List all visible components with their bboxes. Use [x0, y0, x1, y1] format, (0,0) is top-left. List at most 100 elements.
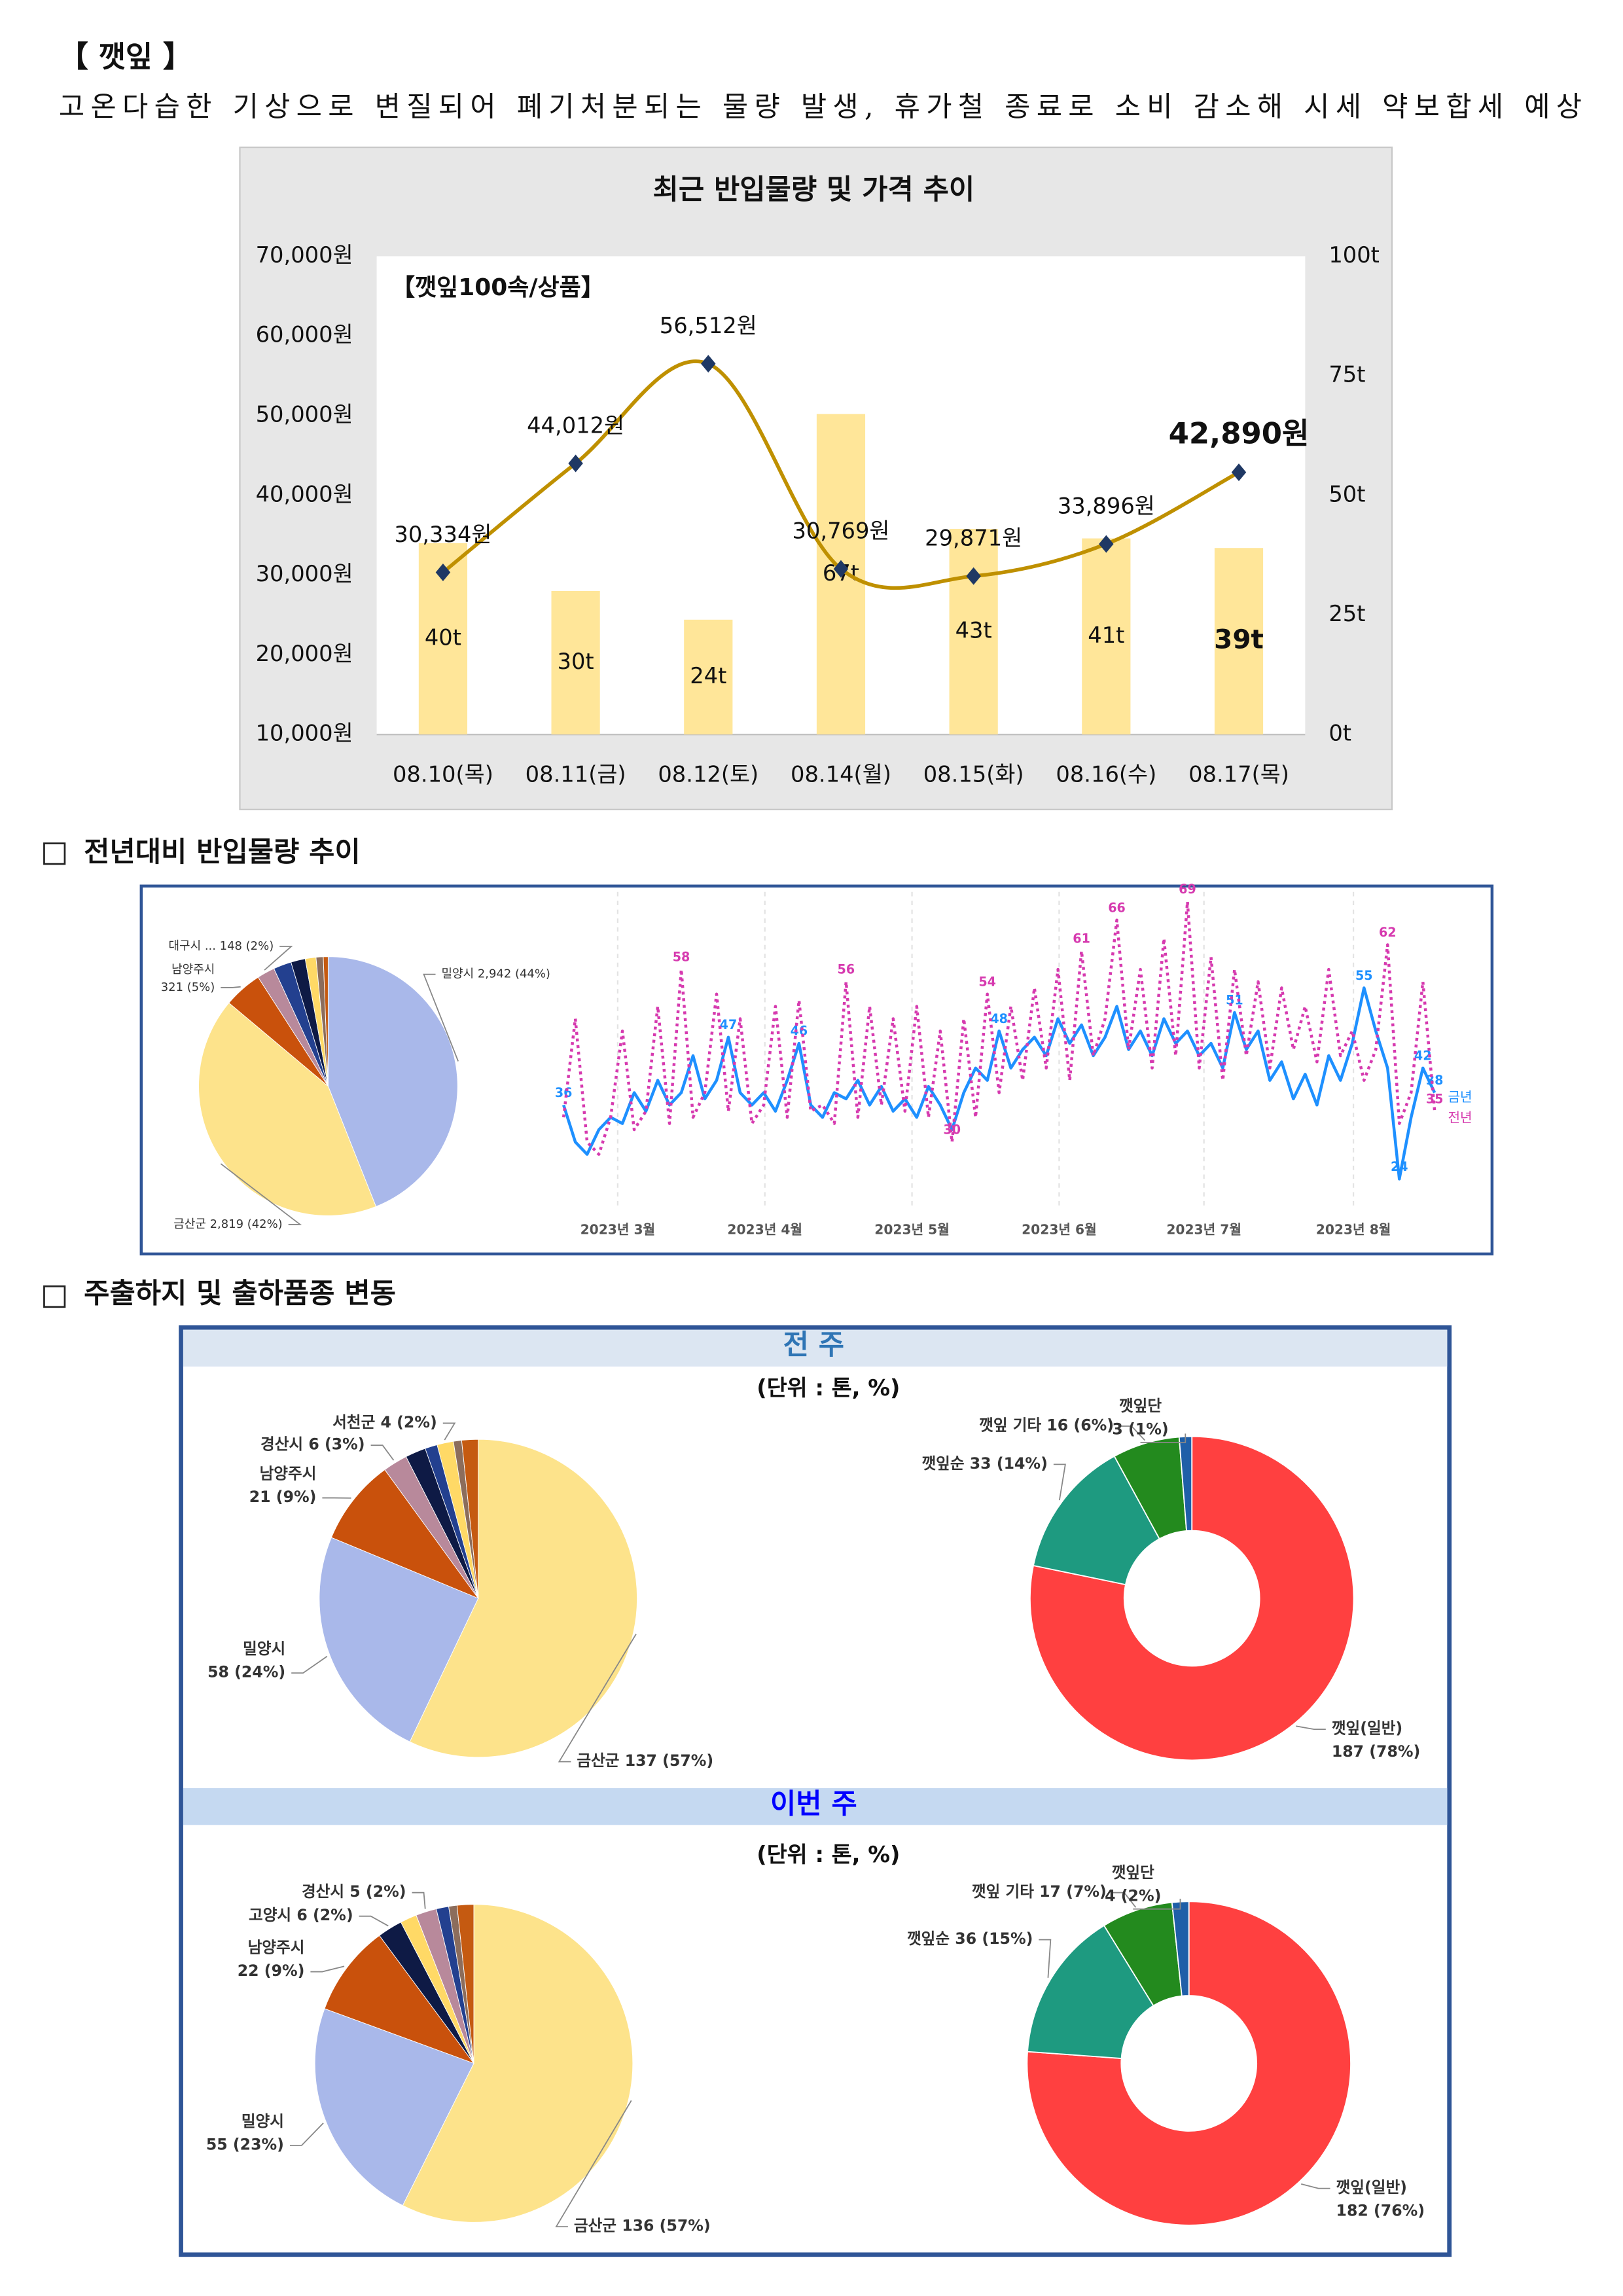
- donut-slice: [1029, 1435, 1355, 1761]
- leader-line: [220, 1163, 302, 1225]
- slice-label: 밀양시: [243, 1640, 285, 1658]
- x-tick-label: 08.10(목): [393, 762, 493, 787]
- leader-line: [1133, 1899, 1181, 1910]
- pie-slice: [456, 1904, 474, 2064]
- leader-line: [1039, 1939, 1052, 1978]
- bar: [1214, 548, 1264, 735]
- bar-label: 41t: [1088, 622, 1124, 648]
- x-tick-label: 2023년 5월: [874, 1221, 950, 1237]
- x-tick-label: 08.12(토): [658, 762, 758, 787]
- leader-line: [221, 986, 241, 988]
- slice-label: 깻잎단: [1112, 1863, 1154, 1882]
- leader-line: [310, 1965, 345, 1973]
- price-label: 30,334원: [394, 522, 491, 547]
- slice-label: 22 (9%): [238, 1962, 305, 1980]
- data-label: 38: [1426, 1073, 1444, 1088]
- pie-slice: [323, 956, 329, 1086]
- slice-label: 경산시 5 (2%): [302, 1882, 406, 1901]
- x-tick-label: 08.14(월): [791, 762, 891, 787]
- pie-slice: [319, 1537, 479, 1742]
- slice-label: 깻잎 기타 16 (6%): [979, 1416, 1114, 1434]
- leader-line: [289, 2123, 324, 2146]
- slice-label: 남양주시: [248, 1939, 305, 1957]
- panel-title: 이번 주: [770, 1788, 857, 1821]
- marker: [1231, 463, 1247, 482]
- section-title: 주출하지 및 출하품종 변동: [84, 1277, 396, 1310]
- y2-tick-label: 0t: [1329, 721, 1351, 746]
- y-tick-label: 20,000원: [256, 641, 353, 666]
- bar: [949, 528, 998, 735]
- doc-title: 【 깻잎 】: [59, 39, 192, 74]
- price-label: 30,769원: [792, 518, 889, 544]
- slice-label: 금산군 136 (57%): [574, 2217, 711, 2235]
- data-label: 36: [555, 1085, 573, 1100]
- x-tick-label: 2023년 4월: [727, 1221, 802, 1237]
- data-label: 62: [1379, 925, 1397, 940]
- leader-line: [1296, 1725, 1326, 1731]
- price-label: 44,012원: [527, 412, 624, 438]
- bar: [1082, 538, 1131, 735]
- leader-line: [370, 1444, 395, 1461]
- x-tick-label: 08.16(수): [1056, 762, 1156, 787]
- donut-slice: [1027, 1924, 1154, 2060]
- bar-label: 43t: [955, 618, 992, 643]
- slice-label: 깻잎순 36 (15%): [907, 1929, 1033, 1948]
- pie-slice: [409, 1439, 637, 1758]
- section-title: 전년대비 반입물량 추이: [84, 836, 361, 869]
- pie-slice: [330, 1469, 480, 1600]
- pie-slice: [198, 1002, 377, 1216]
- slice-label: 55 (23%): [206, 2135, 284, 2153]
- data-label: 55: [1355, 968, 1373, 983]
- donut-slice: [1171, 1901, 1190, 1997]
- x-tick-label: 2023년 7월: [1166, 1221, 1241, 1237]
- data-label: 66: [1108, 900, 1126, 915]
- legend-label: 전년: [1448, 1110, 1472, 1126]
- slice-label: 밀양시 2,942 (44%): [442, 967, 550, 981]
- y-tick-label: 50,000원: [256, 402, 353, 427]
- leader-line: [442, 1422, 456, 1441]
- slice-label: 남양주시: [171, 963, 215, 977]
- bar-label: 40t: [425, 625, 461, 651]
- pie-slice: [324, 1935, 475, 2064]
- data-label: 48: [990, 1011, 1008, 1026]
- marker: [701, 355, 716, 373]
- marker: [833, 560, 849, 578]
- x-tick-label: 2023년 3월: [580, 1221, 656, 1237]
- slice-label: 4 (2%): [1105, 1886, 1161, 1905]
- panel-title: 전 주: [783, 1329, 844, 1361]
- checkbox: [43, 842, 66, 865]
- panel-subtitle: (단위 : 톤, %): [757, 1842, 900, 1867]
- marker: [966, 567, 981, 585]
- slice-label: 58 (24%): [207, 1663, 285, 1681]
- price-label: 33,896원: [1058, 493, 1155, 518]
- leader-line: [291, 1655, 328, 1674]
- chart-title: 최근 반입물량 및 가격 추이: [653, 173, 975, 206]
- pie-slice: [327, 956, 458, 1208]
- data-label: 47: [720, 1017, 738, 1032]
- slice-label: 321 (5%): [161, 980, 215, 994]
- marker: [568, 454, 583, 473]
- y2-tick-label: 25t: [1329, 601, 1365, 626]
- donut-slice: [1032, 1455, 1160, 1586]
- price-label: 29,871원: [925, 525, 1022, 550]
- data-label: 42: [1414, 1048, 1432, 1063]
- slice-label: 금산군 2,819 (42%): [173, 1217, 282, 1231]
- x-tick-label: 2023년 8월: [1316, 1221, 1391, 1237]
- x-tick-label: 08.15(화): [923, 762, 1024, 787]
- legend-label: 금년: [1448, 1089, 1472, 1105]
- doc-subtitle: 고온다습한 기상으로 변질되어 폐기처분되는 물량 발생, 휴가철 종료로 소비…: [59, 91, 1582, 124]
- leader-line: [1053, 1463, 1066, 1501]
- panel-band: [183, 1788, 1448, 1825]
- x-tick-label: 08.11(금): [526, 762, 626, 787]
- price-label: 56,512원: [660, 313, 757, 338]
- data-label: 54: [978, 974, 996, 989]
- leader-line: [359, 1915, 389, 1927]
- slice-label: 경산시 6 (3%): [260, 1435, 365, 1454]
- slice-label: 대구시 ... 148 (2%): [169, 939, 274, 953]
- slice-label: 깻잎 기타 17 (7%): [972, 1882, 1107, 1901]
- slice-label: 깻잎단: [1119, 1397, 1162, 1415]
- data-label: 61: [1073, 931, 1090, 946]
- price-label: 42,890원: [1169, 416, 1310, 450]
- y-tick-label: 40,000원: [256, 481, 353, 507]
